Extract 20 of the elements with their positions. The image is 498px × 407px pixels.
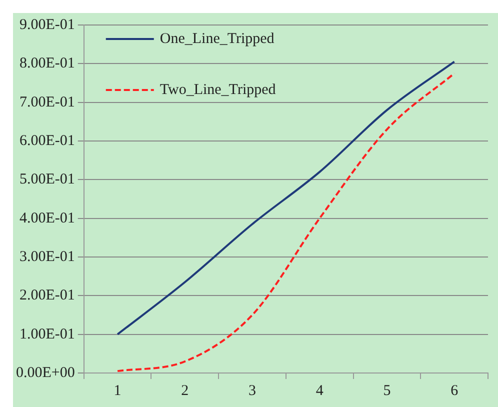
- y-tick-label: 4.00E-01: [19, 210, 75, 226]
- x-tick-label: 3: [248, 382, 256, 399]
- y-tick-label: 0.00E+00: [16, 364, 75, 381]
- x-tick-label: 5: [383, 382, 391, 399]
- line-series: [116, 60, 456, 336]
- y-tick-label: 8.00E-01: [19, 56, 75, 72]
- y-tick-label: 7.00E-01: [19, 94, 75, 110]
- x-tick-label: 6: [450, 382, 459, 399]
- x-tick-label: 4: [316, 382, 324, 399]
- legend-label: One_Line_Tripped: [160, 30, 275, 47]
- y-tick-label: 1.00E-01: [19, 326, 75, 342]
- y-tick-label: 5.00E-01: [19, 172, 75, 188]
- legend-label: Two_Line_Tripped: [160, 82, 276, 98]
- y-tick-label: 6.00E-01: [19, 132, 75, 149]
- x-tick-label: 2: [181, 382, 189, 399]
- y-tick-label: 2.00E-01: [19, 288, 75, 304]
- y-tick-label: 9.00E-01: [19, 16, 75, 33]
- y-tick-label: 3.00E-01: [19, 248, 75, 265]
- line-series: [116, 72, 456, 372]
- x-tick-label: 1: [114, 382, 122, 399]
